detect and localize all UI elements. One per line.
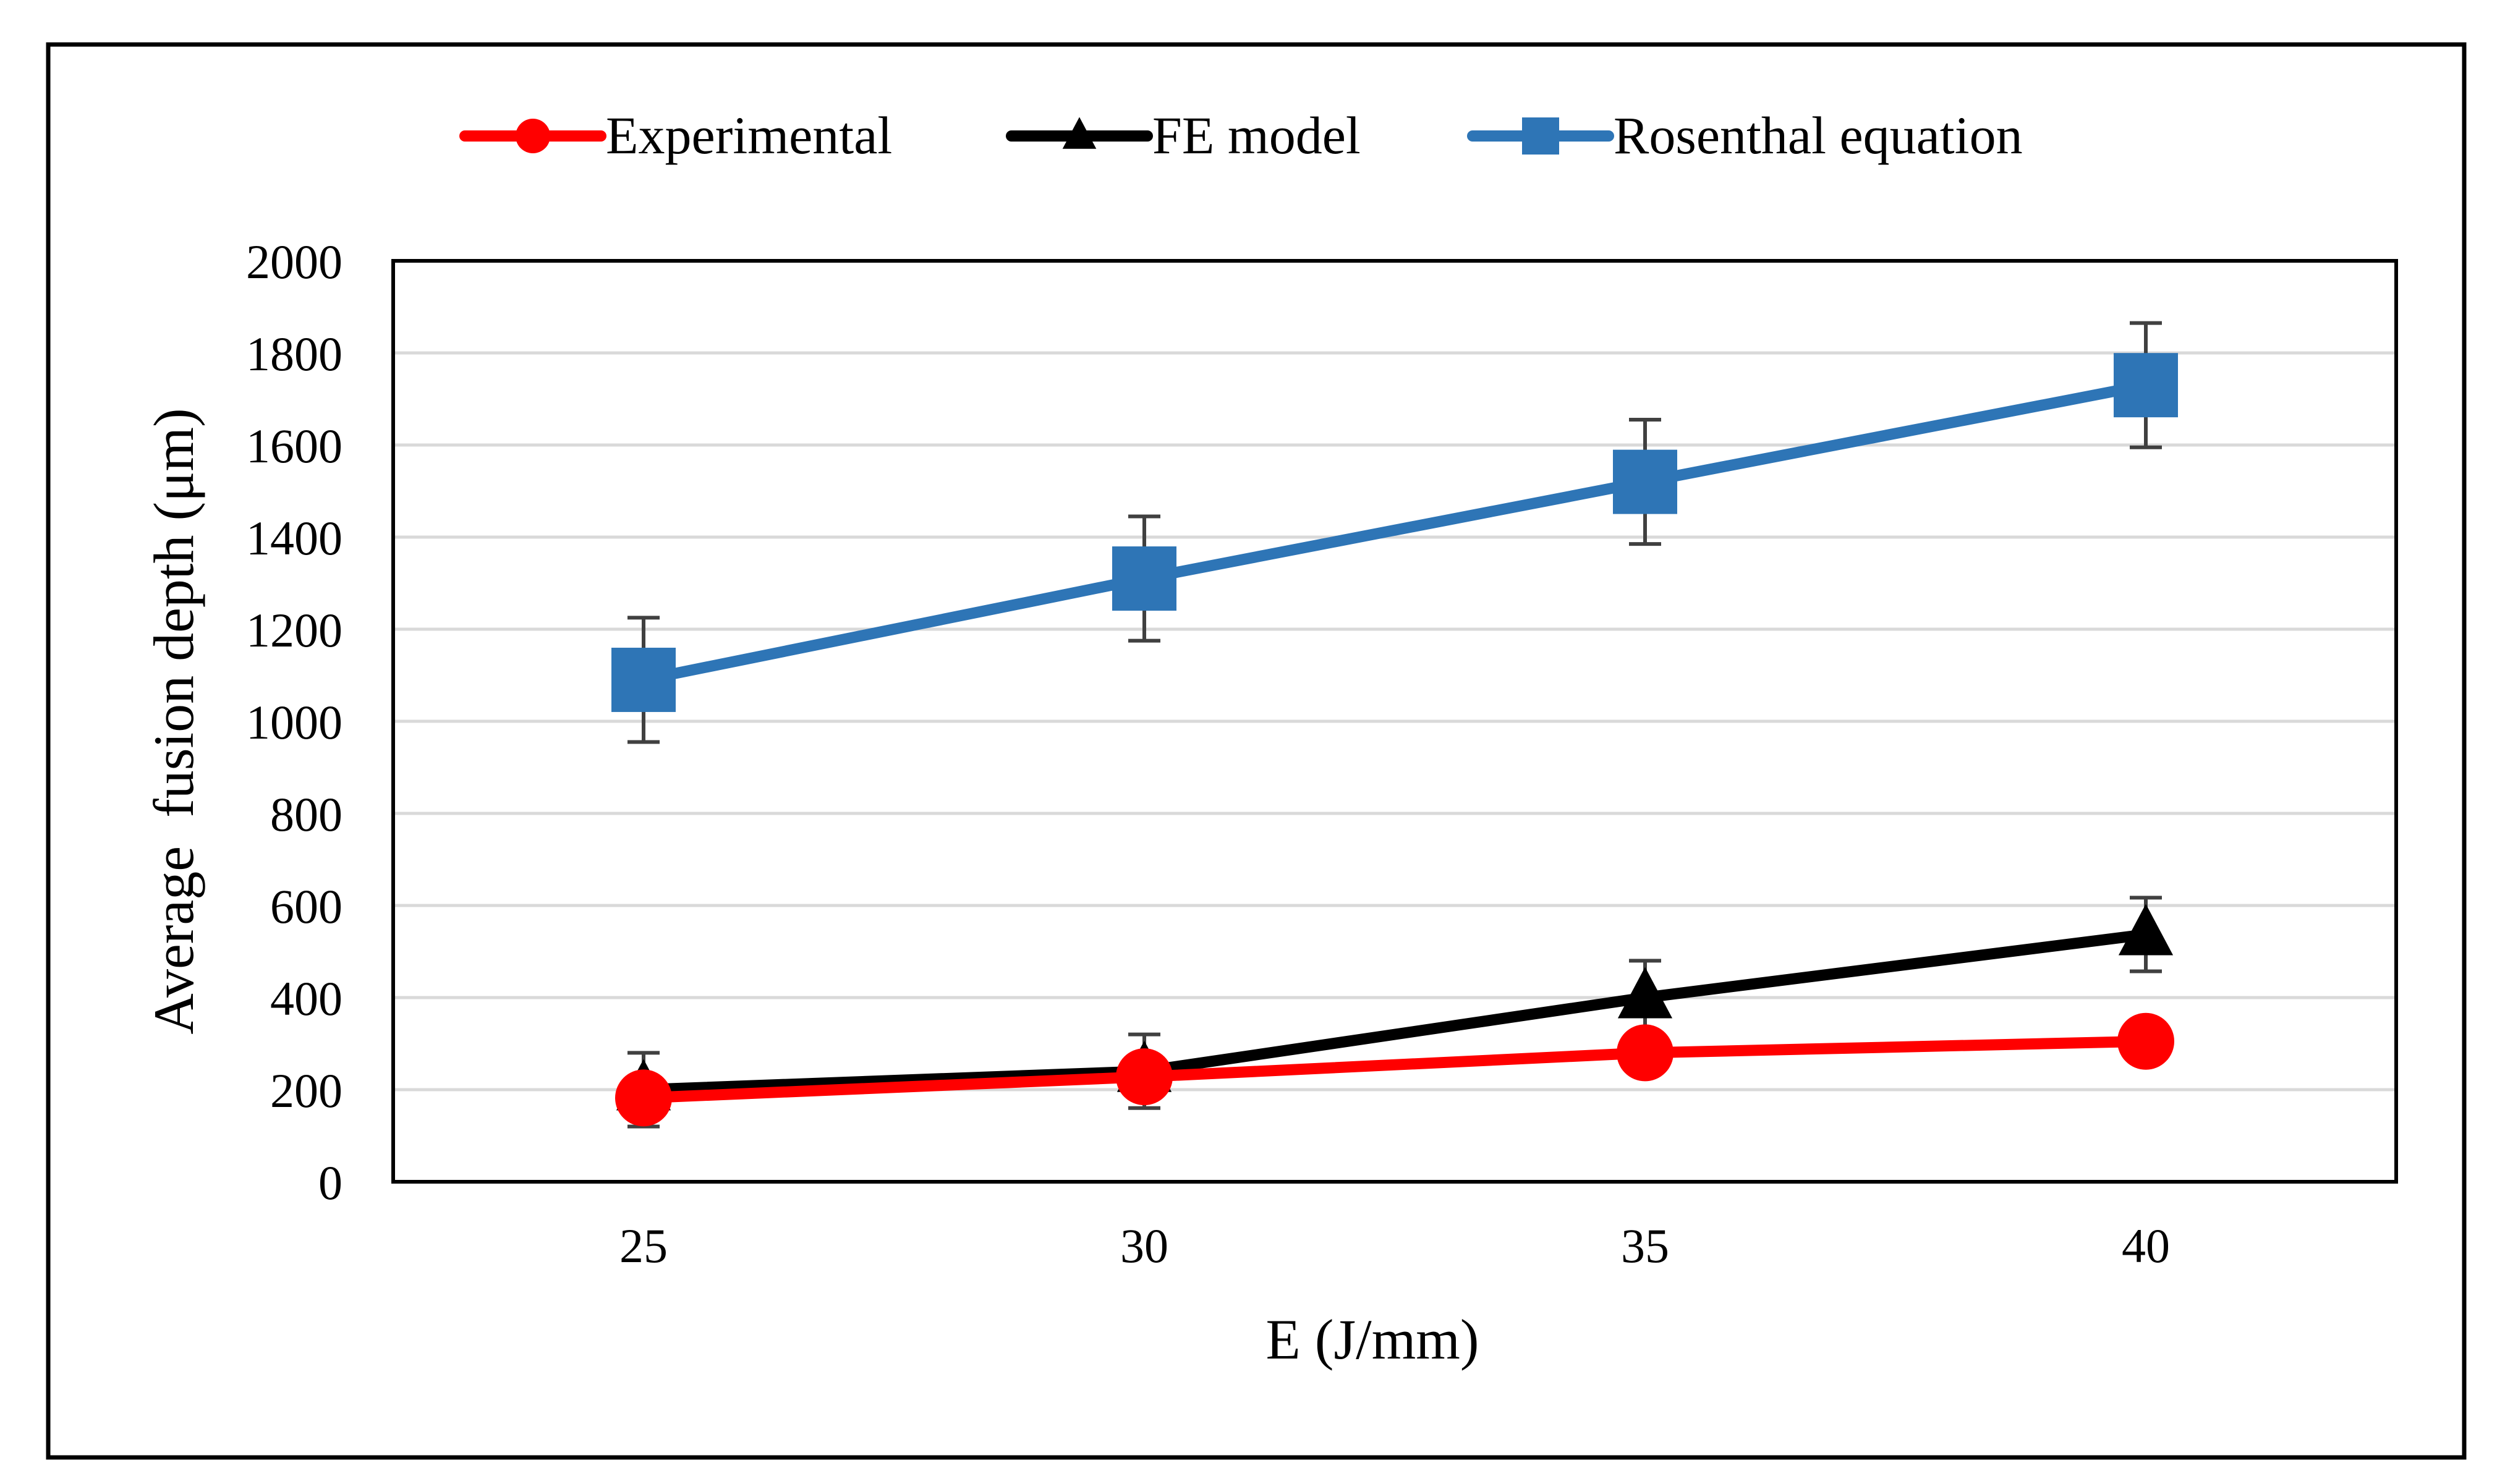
x-tick-label: 30 xyxy=(1120,1219,1168,1273)
y-tick-label: 200 xyxy=(270,1064,342,1117)
legend-marker xyxy=(516,119,550,153)
y-tick-label: 1800 xyxy=(246,327,342,381)
chart-frame xyxy=(46,42,2467,1460)
x-axis-title: E (J/mm) xyxy=(1266,1308,1479,1371)
x-tick-labels: 25 30 35 40 xyxy=(619,1219,2170,1273)
y-tick-label: 2000 xyxy=(246,235,342,289)
x-tick-label: 40 xyxy=(2122,1219,2170,1273)
series-layer xyxy=(611,321,2178,1129)
y-tick-labels: 0 200 400 600 800 1000 1200 1400 1600 1800 2000 xyxy=(246,235,342,1210)
data-point xyxy=(615,1069,672,1127)
series-experimental xyxy=(615,1012,2174,1127)
gridlines xyxy=(393,351,2396,1092)
y-tick-label: 800 xyxy=(270,787,342,841)
y-tick-label: 600 xyxy=(270,880,342,933)
series-rosenthal-equation xyxy=(611,321,2178,744)
data-point xyxy=(1613,449,1677,514)
legend-label: Rosenthal equation xyxy=(1614,106,2023,165)
y-axis-title: Average fusion depth (μm) xyxy=(142,408,205,1034)
y-tick-label: 1000 xyxy=(246,695,342,749)
series-line xyxy=(642,379,2147,685)
legend-label: Experimental xyxy=(606,106,892,165)
data-point xyxy=(2114,353,2178,418)
legend-marker xyxy=(1522,117,1559,155)
legend-marker xyxy=(1062,117,1097,149)
series-line xyxy=(643,1035,2146,1104)
x-tick-label: 35 xyxy=(1621,1219,1669,1273)
y-tick-label: 1200 xyxy=(246,603,342,657)
legend-item-rosenthal-equation: Rosenthal equation xyxy=(1467,106,2023,165)
y-tick-label: 1400 xyxy=(246,511,342,565)
data-point xyxy=(1617,967,1673,1019)
data-point xyxy=(2118,904,2174,956)
legend: Experimental FE model Rosenthal equation xyxy=(459,106,2023,165)
legend-label: FE model xyxy=(1152,106,1361,165)
legend-item-fe-model: FE model xyxy=(1006,106,1361,165)
legend-item-experimental: Experimental xyxy=(459,106,892,165)
y-tick-label: 0 xyxy=(318,1156,342,1210)
data-point xyxy=(1112,546,1176,611)
data-point xyxy=(1116,1048,1173,1106)
plot-area xyxy=(391,259,2398,1184)
data-point xyxy=(611,647,676,712)
y-tick-label: 1600 xyxy=(246,419,342,473)
data-point xyxy=(1617,1024,1674,1082)
data-point xyxy=(2117,1012,2174,1070)
x-tick-label: 25 xyxy=(619,1219,668,1273)
y-tick-label: 400 xyxy=(270,972,342,1025)
series-line xyxy=(643,929,2147,1095)
